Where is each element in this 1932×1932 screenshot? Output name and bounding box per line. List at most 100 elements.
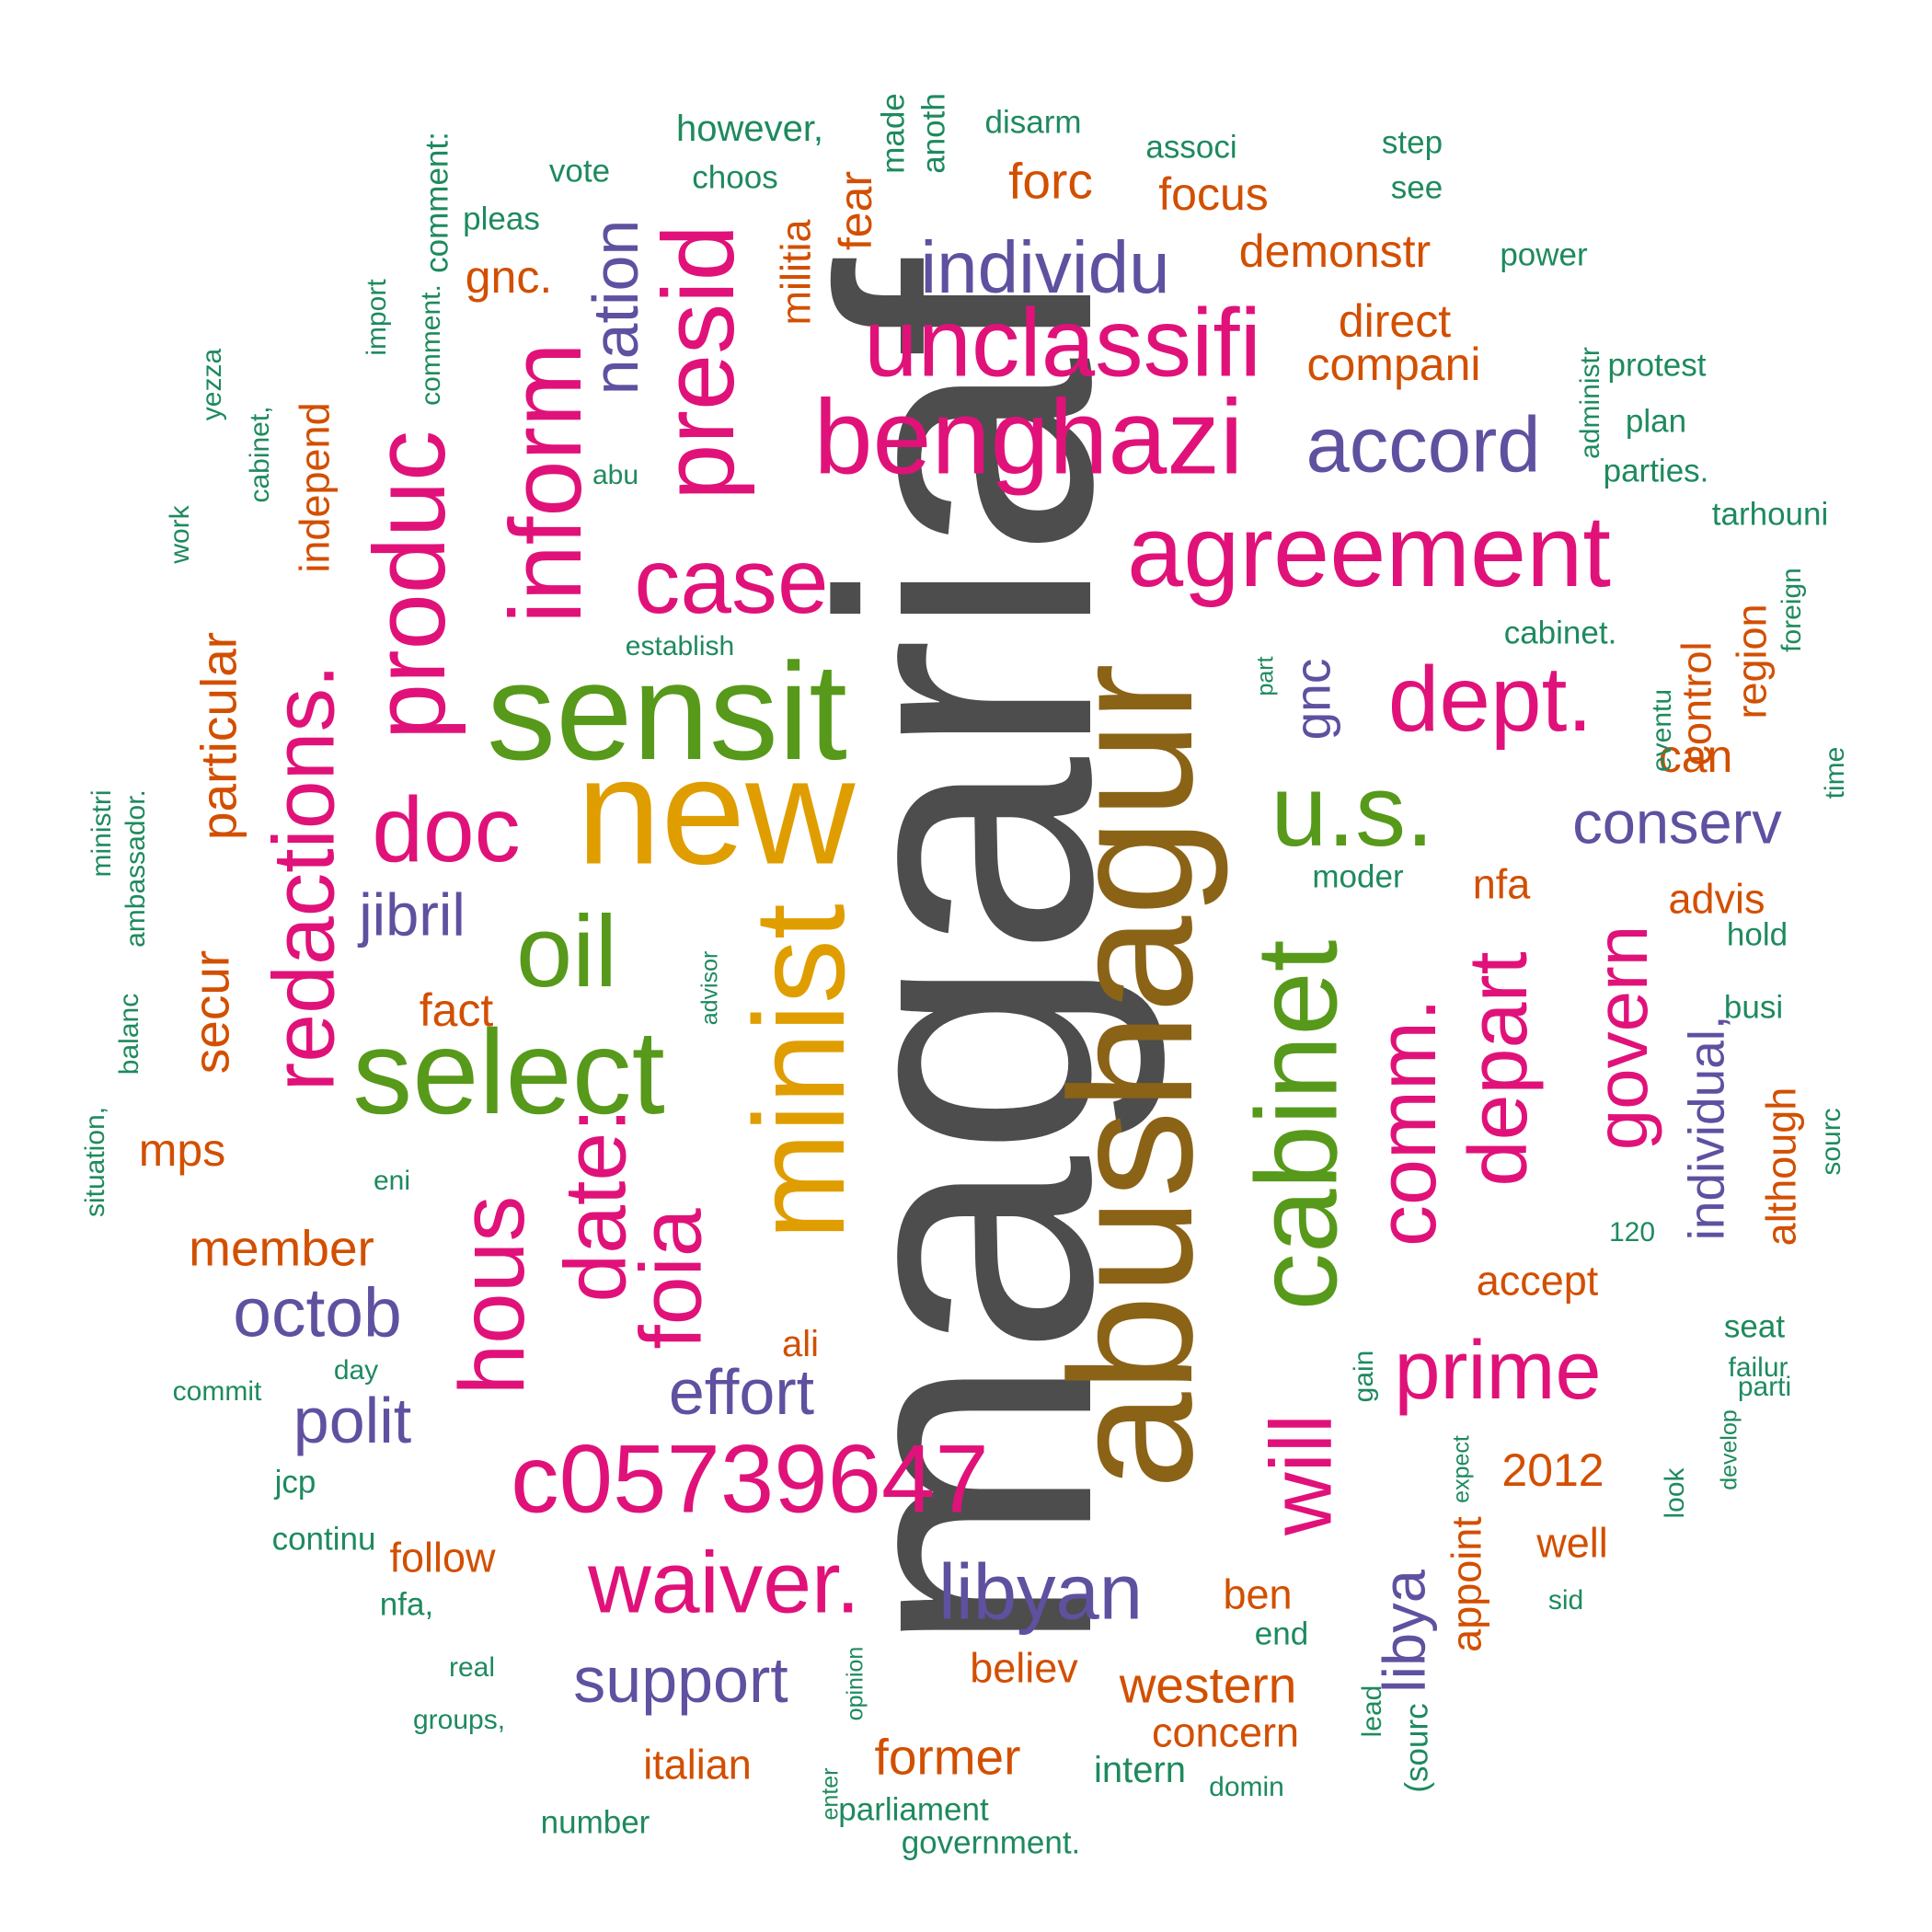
word-112: sourc — [1816, 1108, 1846, 1176]
word-34: jibril — [359, 880, 466, 949]
word-101: eventu — [1647, 688, 1677, 773]
word-104: ambassador. — [121, 789, 151, 948]
word-97: establish — [625, 631, 735, 661]
word-87: comment. — [416, 284, 446, 406]
word-15: redactions. — [255, 663, 353, 1092]
word-49: compani — [1306, 339, 1481, 390]
word-78: associ — [1145, 129, 1237, 166]
word-110: situation, — [80, 1106, 110, 1218]
word-54: mps — [138, 1124, 226, 1176]
word-121: jcp — [274, 1464, 316, 1501]
word-67: appoint — [1443, 1516, 1490, 1652]
word-42: forc — [1008, 152, 1093, 210]
word-134: domin — [1209, 1772, 1284, 1802]
word-129: opinion — [842, 1646, 868, 1721]
word-16: case — [634, 530, 829, 633]
word-36: polit — [293, 1385, 412, 1456]
word-48: direct — [1338, 295, 1452, 347]
word-89: protest — [1607, 347, 1707, 384]
word-6: oil — [515, 895, 618, 1008]
word-73: italian — [643, 1741, 752, 1788]
word-52: secur — [182, 949, 240, 1075]
word-114: seat — [1723, 1308, 1786, 1345]
word-43: focus — [1158, 168, 1269, 220]
word-127: end — [1254, 1616, 1309, 1652]
word-120: develop — [1716, 1409, 1742, 1490]
word-119: parti — [1737, 1372, 1792, 1402]
word-82: choos — [692, 159, 778, 196]
word-93: cabinet, — [245, 406, 275, 503]
word-2: new — [576, 726, 856, 896]
word-106: hold — [1726, 916, 1788, 953]
word-51: particular — [190, 631, 247, 841]
word-109: balanc — [114, 993, 144, 1075]
word-125: nfa, — [379, 1586, 434, 1623]
word-44: fear — [830, 170, 881, 251]
word-111: eni — [373, 1166, 411, 1196]
word-35: octob — [233, 1273, 402, 1351]
word-94: abu — [592, 460, 639, 490]
word-3: minist — [727, 903, 871, 1240]
word-115: failur — [1728, 1352, 1788, 1383]
word-108: advisor — [696, 950, 723, 1026]
word-12: presid — [642, 224, 755, 500]
word-103: ministri — [86, 789, 117, 878]
word-100: part — [1252, 656, 1279, 696]
word-19: hous — [441, 1195, 544, 1396]
word-60: advis — [1668, 875, 1765, 923]
word-96: work — [165, 505, 195, 564]
word-10: unclassifi — [864, 289, 1261, 397]
word-84: pleas — [463, 201, 540, 237]
word-92: yezza — [197, 348, 227, 421]
word-74: however, — [675, 109, 824, 149]
word-8: u.s. — [1271, 754, 1434, 868]
word-80: see — [1390, 169, 1443, 206]
word-122: expect — [1448, 1435, 1475, 1503]
word-128: real — [448, 1652, 496, 1683]
word-123: look — [1660, 1467, 1690, 1519]
word-130: groups, — [412, 1705, 506, 1735]
word-14: produc — [353, 430, 466, 741]
word-91: parties. — [1603, 453, 1709, 489]
word-99: foreign — [1777, 568, 1807, 652]
word-32: gnc — [1283, 658, 1341, 741]
word-66: well — [1536, 1519, 1608, 1567]
word-81: vote — [548, 153, 611, 190]
word-72: former — [874, 1728, 1021, 1786]
word-38: libyan — [937, 1548, 1144, 1637]
word-23: waiver. — [588, 1534, 860, 1632]
word-69: believ — [970, 1644, 1078, 1692]
word-71: concern — [1151, 1708, 1300, 1756]
word-77: disarm — [984, 104, 1082, 141]
word-53: fact — [419, 984, 494, 1036]
word-63: ali — [781, 1324, 820, 1364]
word-33: conserv — [1572, 788, 1782, 857]
word-105: moder — [1312, 858, 1404, 895]
word-9: benghazi — [813, 378, 1244, 497]
word-113: 120 — [1608, 1217, 1656, 1248]
word-21: foia — [622, 1208, 720, 1350]
word-4: sensit — [487, 634, 847, 788]
word-95: tarhouni — [1711, 496, 1829, 533]
word-24: will — [1252, 1414, 1351, 1535]
word-90: plan — [1625, 403, 1687, 440]
word-59: nfa — [1472, 860, 1531, 908]
word-86: import — [362, 279, 392, 356]
word-37: effort — [668, 1356, 815, 1428]
word-116: day — [333, 1355, 379, 1386]
word-57: region — [1728, 604, 1776, 719]
word-137: number — [540, 1804, 650, 1841]
word-28: prime — [1394, 1325, 1602, 1417]
word-118: gain — [1349, 1350, 1379, 1403]
word-61: although — [1757, 1087, 1805, 1247]
word-55: member — [189, 1219, 374, 1277]
word-31: nation — [580, 219, 651, 396]
word-79: step — [1381, 124, 1443, 161]
word-18: dept. — [1387, 648, 1593, 751]
word-41: individual, — [1677, 1015, 1735, 1241]
word-107: busi — [1723, 989, 1784, 1026]
word-46: gnc. — [465, 251, 553, 303]
word-62: accept — [1476, 1257, 1599, 1305]
word-50: independ — [291, 402, 339, 573]
